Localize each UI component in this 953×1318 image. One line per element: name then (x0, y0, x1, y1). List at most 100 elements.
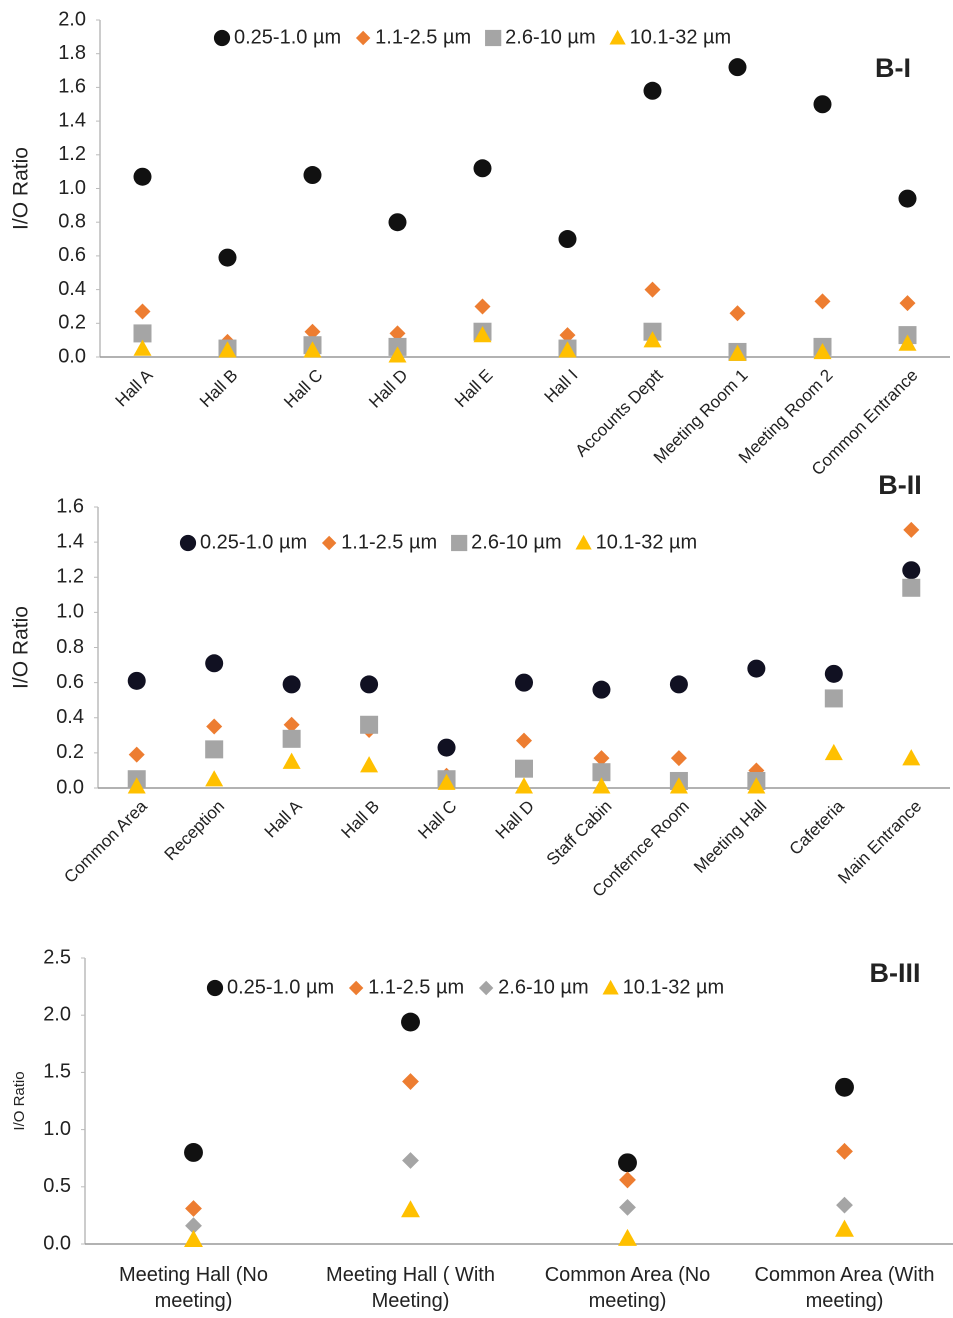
y-tick-label: 1.6 (58, 76, 86, 98)
x-tick-label: Hall B (338, 797, 384, 843)
x-tick-label: Cafeteria (786, 796, 849, 859)
point (747, 659, 766, 678)
y-tick-label: 1.5 (43, 1061, 71, 1083)
point (473, 159, 492, 178)
point (824, 743, 843, 761)
point (593, 750, 610, 767)
point (643, 81, 662, 100)
point (619, 1171, 636, 1189)
legend-label: 2.6-10 µm (498, 976, 588, 998)
legend-marker (451, 534, 468, 552)
x-tick-label: Hall A (112, 365, 157, 410)
legend-label: 10.1-32 µm (596, 531, 698, 553)
x-tick-label-box: Meeting Hall (No meeting) (119, 1264, 268, 1312)
point (184, 1143, 203, 1162)
legend-marker (206, 979, 224, 997)
legend-marker (355, 30, 371, 46)
point (902, 749, 921, 766)
point (402, 1152, 419, 1169)
point (669, 777, 688, 794)
point (303, 341, 322, 358)
y-tick-label: 1.6 (56, 495, 84, 517)
point (669, 675, 688, 694)
y-tick-label: 0.2 (58, 312, 86, 334)
y-tick-label: 2.5 (43, 946, 71, 968)
point (133, 324, 152, 343)
x-tick-label-box: Meeting Hall ( With Meeting) (326, 1264, 495, 1312)
point (205, 770, 224, 787)
x-tick-label: Main Entrance (834, 797, 925, 888)
x-tick-label-box: Common Area (No meeting) (545, 1264, 711, 1312)
point (127, 777, 146, 794)
legend-label: 1.1-2.5 µm (341, 531, 437, 553)
point (389, 325, 406, 342)
point (128, 746, 145, 763)
point (592, 680, 611, 699)
point (304, 323, 321, 340)
y-tick-label: 0.0 (43, 1232, 71, 1254)
legend-label: 2.6-10 µm (505, 26, 595, 48)
panel-title: B-III (870, 958, 921, 988)
point (133, 339, 152, 356)
point (747, 777, 766, 794)
x-tick-label: Reception (161, 797, 229, 865)
panel-title: B-I (875, 53, 911, 83)
point (282, 752, 301, 769)
x-tick-label: Accounts Deptt (572, 365, 667, 460)
point (903, 521, 920, 538)
point (728, 58, 747, 77)
point (401, 1200, 420, 1218)
legend-marker (485, 29, 502, 47)
point (618, 1153, 637, 1173)
y-tick-label: 0.8 (58, 210, 86, 232)
point (515, 673, 533, 692)
x-tick-label: Staff Cabin (543, 797, 616, 870)
y-tick-label: 0.2 (56, 741, 84, 763)
point (401, 1012, 420, 1032)
point (283, 716, 300, 733)
point (218, 341, 237, 358)
point (205, 654, 224, 673)
y-axis-title: I/O Ratio (11, 1071, 28, 1130)
point (814, 293, 831, 310)
point (303, 166, 322, 185)
x-tick-label-box: Common Area (With meeting) (754, 1264, 934, 1312)
legend-label: 0.25-1.0 µm (234, 26, 341, 48)
y-tick-label: 0.0 (58, 345, 86, 367)
point (824, 689, 843, 708)
y-tick-label: 1.0 (43, 1118, 71, 1140)
x-tick-label: Meeting Hall ( With Meeting) (326, 1264, 495, 1312)
point (437, 738, 456, 757)
y-axis-title: I/O Ratio (10, 606, 33, 689)
point (218, 248, 237, 267)
point (388, 346, 407, 363)
y-tick-label: 0.5 (43, 1175, 71, 1197)
point (282, 729, 301, 748)
y-tick-label: 1.0 (56, 601, 84, 623)
point (898, 334, 917, 351)
point (360, 675, 379, 694)
legend-marker (321, 535, 337, 551)
y-tick-label: 0.4 (56, 706, 84, 728)
point (619, 1198, 636, 1216)
point (206, 718, 223, 735)
point (205, 740, 224, 759)
x-tick-label: Hall D (365, 366, 411, 412)
legend-label: 10.1-32 µm (630, 26, 732, 48)
x-tick-label: Hall A (261, 796, 306, 841)
x-tick-label: Hall I (541, 366, 582, 407)
x-tick-label: Hall E (451, 366, 497, 412)
point (643, 331, 662, 348)
x-tick-label: Hall D (492, 797, 538, 843)
point (824, 664, 843, 683)
legend-marker (179, 534, 197, 552)
legend-marker (348, 980, 364, 996)
y-tick-label: 0.6 (58, 244, 86, 266)
legend-label: 2.6-10 µm (471, 531, 561, 553)
point (437, 773, 456, 790)
point (729, 305, 746, 322)
point (516, 732, 532, 749)
point (836, 1196, 853, 1214)
y-tick-label: 1.4 (58, 109, 86, 131)
y-axis-title: I/O Ratio (10, 147, 33, 230)
